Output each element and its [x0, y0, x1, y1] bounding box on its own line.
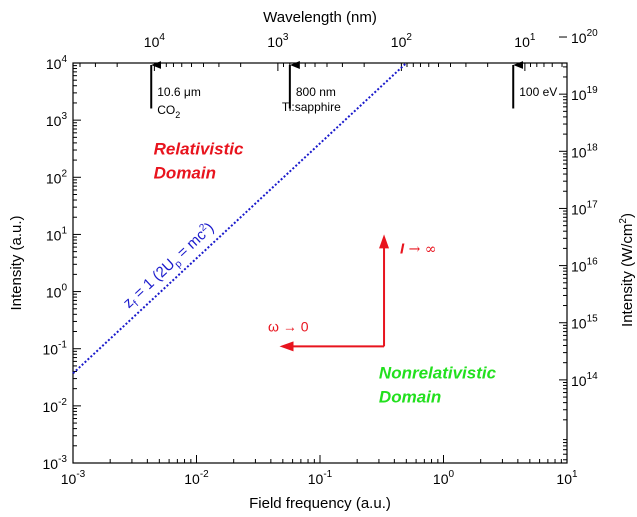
right-tick-label: 1020: [571, 28, 598, 46]
right-tick-label: 1016: [571, 257, 598, 275]
label-layer: Relativistic Domain Nonrelativistic Domain: [154, 140, 497, 407]
y-tick-label: 10-2: [43, 397, 68, 415]
top-tick-label: 101: [514, 32, 536, 50]
laser-marker-label: 10.6 μm: [157, 85, 201, 99]
series-line: [72, 62, 408, 375]
domain-label: Relativistic: [154, 140, 244, 159]
ticks-layer: 10-3 10-2 10-1 100 101 10-3 10-2 10-1 100 101 102 1…: [43, 28, 599, 487]
intensity-limit-label: I → ∞: [400, 240, 436, 257]
x-axis-title: Field frequency (a.u.): [249, 495, 391, 512]
right-tick-label: 1017: [571, 199, 598, 217]
right-tick-label: 1019: [571, 85, 598, 103]
domain-label-line2: Domain: [379, 388, 441, 407]
laser-marker-label: 100 eV: [519, 85, 557, 99]
x-tick-label: 101: [556, 469, 578, 487]
top-tick-label: 103: [267, 32, 289, 50]
domain-label: Nonrelativistic: [379, 364, 497, 383]
right-tick-label: 1018: [571, 142, 598, 160]
top-axis-title: Wavelength (nm): [263, 9, 377, 26]
y-tick-label: 103: [46, 111, 68, 129]
right-axis-title: Intensity (W/cm2): [618, 213, 636, 327]
frequency-limit-label: ω → 0: [268, 318, 309, 334]
y-tick-label: 100: [46, 283, 68, 301]
x-tick-label: 10-3: [61, 469, 86, 487]
y-tick-label: 102: [46, 168, 68, 186]
right-tick-label: 1014: [571, 371, 598, 389]
laser-marker-label: 800 nm: [296, 85, 336, 99]
series-layer: zf = 1 (2Up = mc2): [72, 62, 408, 375]
x-tick-label: 10-2: [184, 469, 209, 487]
x-tick-label: 10-1: [308, 469, 333, 487]
top-tick-label: 102: [391, 32, 413, 50]
y-tick-label: 10-3: [43, 454, 68, 472]
arrow-layer: I → ∞ ω → 0: [268, 234, 437, 352]
laser-marker-sublabel: Ti:sapphire: [282, 100, 341, 114]
y-tick-label: 104: [46, 54, 68, 72]
y-tick-label: 101: [46, 225, 68, 243]
frequency-limit-arrowhead: [279, 341, 294, 352]
domain-label-line2: Domain: [154, 164, 216, 183]
laser-marker-sublabel: CO2: [157, 103, 180, 120]
intensity-limit-arrowhead: [379, 234, 390, 249]
plot-frame: [72, 62, 568, 464]
top-tick-label: 104: [144, 32, 166, 50]
x-tick-label: 100: [433, 469, 455, 487]
y-tick-label: 10-1: [43, 340, 68, 358]
y-axis-title: Intensity (a.u.): [8, 215, 25, 310]
right-tick-label: 1015: [571, 314, 598, 332]
series-label: zf = 1 (2Up = mc2): [119, 219, 219, 314]
